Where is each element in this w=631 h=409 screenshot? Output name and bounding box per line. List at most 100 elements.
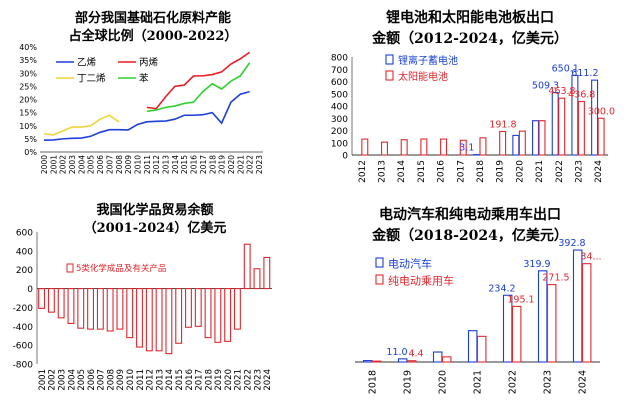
chart1-xtick-label: 2006 bbox=[96, 155, 105, 174]
c2-data-label: 436.8 bbox=[568, 89, 595, 100]
c4-data-label: 4.4 bbox=[408, 349, 423, 360]
chart1-xtick-label: 2014 bbox=[171, 155, 180, 174]
chart4-legend-label: 电动汽车 bbox=[388, 257, 432, 271]
chart1-ytick-label: 0% bbox=[24, 148, 37, 157]
c2-bar bbox=[518, 130, 526, 156]
c3-xtick-label: 2009 bbox=[116, 369, 126, 391]
c4-xtick-label: 2021 bbox=[473, 370, 484, 394]
c4-data-label: 34... bbox=[580, 252, 601, 263]
c2-xtick-label: 2022 bbox=[555, 160, 565, 183]
c3-bar bbox=[175, 288, 183, 344]
c2-data-label: 611.2 bbox=[571, 68, 598, 79]
chart-ev-exports: 电动汽车和纯电动乘用车出口 金额（2018-2024，亿美元） 2018 2019… bbox=[355, 206, 602, 394]
chart1-series bbox=[43, 51, 251, 141]
chart1-xtick-label: 2004 bbox=[77, 155, 86, 174]
c3-xtick-label: 2010 bbox=[126, 369, 136, 391]
c3-xtick-label: 2015 bbox=[175, 369, 185, 391]
c2-ytick-label: 600 bbox=[331, 78, 348, 88]
c2-ytick-label: 700 bbox=[331, 66, 348, 76]
c2-data-label: 3.1 bbox=[459, 143, 474, 154]
c3-xtick-label: 2018 bbox=[204, 369, 214, 391]
chart4-legend-label: 纯电动乘用车 bbox=[388, 274, 454, 288]
c2-data-label: 650.1 bbox=[552, 63, 579, 74]
c3-bar bbox=[165, 288, 173, 355]
chart1-ytick-label: 35% bbox=[19, 56, 37, 65]
chart3-subtitle: （2001-2024）亿美元 bbox=[84, 220, 227, 236]
c2-xtick-label: 2023 bbox=[574, 160, 584, 183]
chart1-xtick-label: 2019 bbox=[218, 155, 227, 174]
c3-bar bbox=[116, 288, 124, 330]
chart1-legend-label: 丁二烯 bbox=[77, 73, 106, 85]
c4-bar bbox=[511, 305, 522, 363]
chart2-subtitle: 金额（2012-2024，亿美元） bbox=[371, 30, 568, 47]
chart1-series-line bbox=[43, 90, 250, 141]
c2-ytick-label: 200 bbox=[331, 127, 348, 137]
chart2-legend-swatch bbox=[385, 54, 394, 65]
c2-ytick-label: 400 bbox=[331, 103, 348, 113]
c4-bar bbox=[581, 263, 592, 363]
chart3-title: 我国化学品贸易余额 bbox=[96, 202, 213, 218]
chart1-axes: 0%5%10%15%20%25%30%35%40%2000 2001 2002 200… bbox=[19, 43, 264, 174]
chart1-xtick-label: 2000 bbox=[40, 155, 49, 174]
c2-xtick-label: 2014 bbox=[397, 160, 407, 183]
c2-bar bbox=[400, 139, 408, 156]
chart4-legend-swatch bbox=[375, 257, 384, 268]
chart4-subtitle: 金额（2018-2024，亿美元） bbox=[371, 227, 568, 244]
c3-bar bbox=[87, 288, 95, 330]
c3-bar bbox=[194, 288, 202, 327]
chart1-xtick-label: 2009 bbox=[124, 155, 133, 174]
c3-bar bbox=[106, 288, 114, 332]
chart1-xtick-label: 2012 bbox=[152, 155, 161, 174]
c2-bar bbox=[380, 141, 388, 156]
c4-data-label: 392.8 bbox=[558, 238, 585, 249]
chart1-xtick-label: 2002 bbox=[59, 155, 68, 174]
c2-bar bbox=[538, 120, 546, 156]
chart2-legend-swatch bbox=[385, 70, 394, 81]
c2-ytick-label: 300 bbox=[331, 115, 348, 125]
c3-bar bbox=[57, 288, 65, 319]
chart3-legend: 5类化学成品及有关产品 bbox=[66, 263, 166, 274]
chart3-legend-swatch bbox=[66, 263, 74, 273]
c3-bar bbox=[126, 288, 134, 339]
c2-bar bbox=[459, 139, 467, 156]
c2-xtick-label: 2013 bbox=[378, 160, 388, 183]
c2-ytick-label: 800 bbox=[331, 54, 348, 64]
chart1-xtick-label: 2008 bbox=[115, 155, 124, 174]
chart1-xtick-label: 2003 bbox=[68, 155, 77, 174]
chart1-xtick-label: 2013 bbox=[162, 155, 171, 174]
c4-xtick-label: 2024 bbox=[578, 370, 589, 394]
c3-bar bbox=[214, 288, 222, 343]
c2-bar bbox=[479, 137, 487, 156]
c3-xtick-label: 2016 bbox=[185, 369, 195, 391]
c4-bar bbox=[406, 360, 417, 363]
chart1-xtick-label: 2023 bbox=[255, 155, 264, 174]
chart1-ytick-label: 5% bbox=[24, 135, 37, 144]
c3-bar bbox=[47, 288, 55, 313]
chart1-xtick-label: 2017 bbox=[199, 155, 208, 174]
c4-data-label: 195.1 bbox=[507, 294, 534, 305]
c2-xtick-label: 2017 bbox=[456, 160, 466, 183]
c3-xtick-label: 2011 bbox=[136, 369, 146, 391]
chart1-ytick-label: 20% bbox=[19, 96, 37, 105]
chart1-series-line bbox=[146, 51, 251, 110]
c4-bar bbox=[362, 360, 373, 363]
chart1-xtick-label: 2021 bbox=[236, 155, 245, 174]
c3-bar bbox=[67, 288, 75, 325]
chart1-xtick-label: 2011 bbox=[143, 155, 152, 174]
chart4-title: 电动汽车和纯电动乘用车出口 bbox=[379, 206, 561, 223]
c2-data-label: 300.0 bbox=[588, 106, 615, 117]
c3-xtick-label: 2013 bbox=[155, 369, 165, 391]
c3-xtick-label: 2007 bbox=[97, 369, 107, 391]
chart1-ytick-label: 10% bbox=[19, 122, 37, 131]
c2-bar bbox=[577, 100, 585, 156]
chart1-legend-label: 乙烯 bbox=[77, 57, 97, 69]
c4-bar bbox=[441, 356, 452, 363]
c2-bar bbox=[532, 120, 540, 156]
chart1-xtick-label: 2022 bbox=[246, 155, 255, 174]
c3-xtick-label: 2019 bbox=[214, 369, 224, 391]
c2-xtick-label: 2016 bbox=[437, 160, 447, 183]
chart1-legend-label: 苯 bbox=[139, 73, 149, 85]
